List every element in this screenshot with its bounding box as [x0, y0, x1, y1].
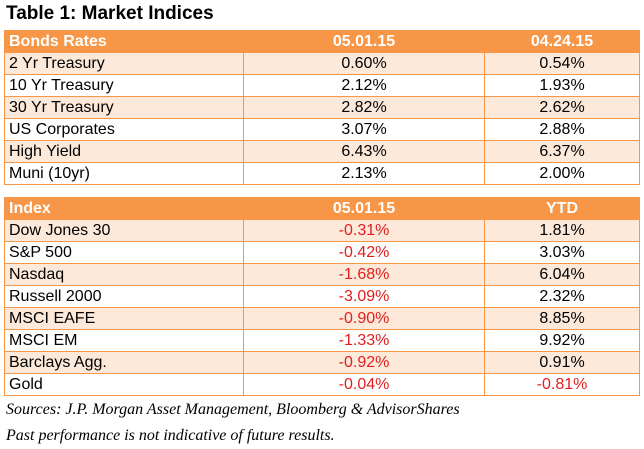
- header-cell: 05.01.15: [243, 30, 485, 53]
- table-row: Russell 2000 -3.09% 2.32%: [4, 285, 640, 308]
- table-row: Gold -0.04% -0.81%: [4, 373, 640, 396]
- value-cell: 2.62%: [484, 96, 640, 119]
- label-cell: 30 Yr Treasury: [4, 96, 244, 119]
- value-cell: 2.12%: [243, 74, 485, 97]
- value-cell: -0.04%: [243, 373, 485, 396]
- label-cell: 10 Yr Treasury: [4, 74, 244, 97]
- value-cell: 0.54%: [484, 52, 640, 75]
- label-cell: Barclays Agg.: [4, 351, 244, 374]
- header-cell: Bonds Rates: [4, 30, 244, 53]
- table-row: 30 Yr Treasury 2.82% 2.62%: [4, 96, 640, 119]
- disclaimer-note: Past performance is not indicative of fu…: [6, 427, 335, 444]
- value-cell: 1.93%: [484, 74, 640, 97]
- table-row: MSCI EAFE -0.90% 8.85%: [4, 307, 640, 330]
- value-cell: -0.31%: [243, 219, 485, 242]
- header-row: Index 05.01.15 YTD: [4, 197, 640, 220]
- table-row: S&P 500 -0.42% 3.03%: [4, 241, 640, 264]
- value-cell: -0.42%: [243, 241, 485, 264]
- value-cell: -3.09%: [243, 285, 485, 308]
- value-cell: 6.04%: [484, 263, 640, 286]
- label-cell: Dow Jones 30: [4, 219, 244, 242]
- label-cell: High Yield: [4, 140, 244, 163]
- table-row: 2 Yr Treasury 0.60% 0.54%: [4, 52, 640, 75]
- label-cell: 2 Yr Treasury: [4, 52, 244, 75]
- value-cell: 2.13%: [243, 162, 485, 185]
- value-cell: 3.03%: [484, 241, 640, 264]
- label-cell: Nasdaq: [4, 263, 244, 286]
- table-row: Dow Jones 30 -0.31% 1.81%: [4, 219, 640, 242]
- title: Table 1: Market Indices: [6, 3, 214, 24]
- header-cell: 05.01.15: [243, 197, 485, 220]
- value-cell: 2.32%: [484, 285, 640, 308]
- table-row: High Yield 6.43% 6.37%: [4, 140, 640, 163]
- value-cell: 0.60%: [243, 52, 485, 75]
- value-cell: 0.91%: [484, 351, 640, 374]
- value-cell: 2.82%: [243, 96, 485, 119]
- value-cell: 6.37%: [484, 140, 640, 163]
- label-cell: MSCI EM: [4, 329, 244, 352]
- table-row: Barclays Agg. -0.92% 0.91%: [4, 351, 640, 374]
- data-table: Index 05.01.15 YTD Dow Jones 30 -0.31% 1.81% S…: [4, 197, 640, 396]
- table-row: Nasdaq -1.68% 6.04%: [4, 263, 640, 286]
- label-cell: MSCI EAFE: [4, 307, 244, 330]
- table-row: 10 Yr Treasury 2.12% 1.93%: [4, 74, 640, 97]
- value-cell: 2.00%: [484, 162, 640, 185]
- data-table: Bonds Rates 05.01.15 04.24.15 2 Yr Treasury…: [4, 30, 640, 185]
- source-note: Sources: J.P. Morgan Asset Management, B…: [6, 401, 460, 418]
- value-cell: -1.68%: [243, 263, 485, 286]
- table-row: US Corporates 3.07% 2.88%: [4, 118, 640, 141]
- header-row: Bonds Rates 05.01.15 04.24.15: [4, 30, 640, 53]
- table-row: Muni (10yr) 2.13% 2.00%: [4, 162, 640, 185]
- header-cell: Index: [4, 197, 244, 220]
- header-cell: 04.24.15: [484, 30, 640, 53]
- value-cell: 1.81%: [484, 219, 640, 242]
- value-cell: 8.85%: [484, 307, 640, 330]
- label-cell: Gold: [4, 373, 244, 396]
- label-cell: Russell 2000: [4, 285, 244, 308]
- header-cell: YTD: [484, 197, 640, 220]
- value-cell: -0.90%: [243, 307, 485, 330]
- label-cell: Muni (10yr): [4, 162, 244, 185]
- value-cell: -1.33%: [243, 329, 485, 352]
- value-cell: 6.43%: [243, 140, 485, 163]
- label-cell: S&P 500: [4, 241, 244, 264]
- value-cell: 3.07%: [243, 118, 485, 141]
- label-cell: US Corporates: [4, 118, 244, 141]
- table-row: MSCI EM -1.33% 9.92%: [4, 329, 640, 352]
- value-cell: 9.92%: [484, 329, 640, 352]
- value-cell: 2.88%: [484, 118, 640, 141]
- value-cell: -0.81%: [484, 373, 640, 396]
- value-cell: -0.92%: [243, 351, 485, 374]
